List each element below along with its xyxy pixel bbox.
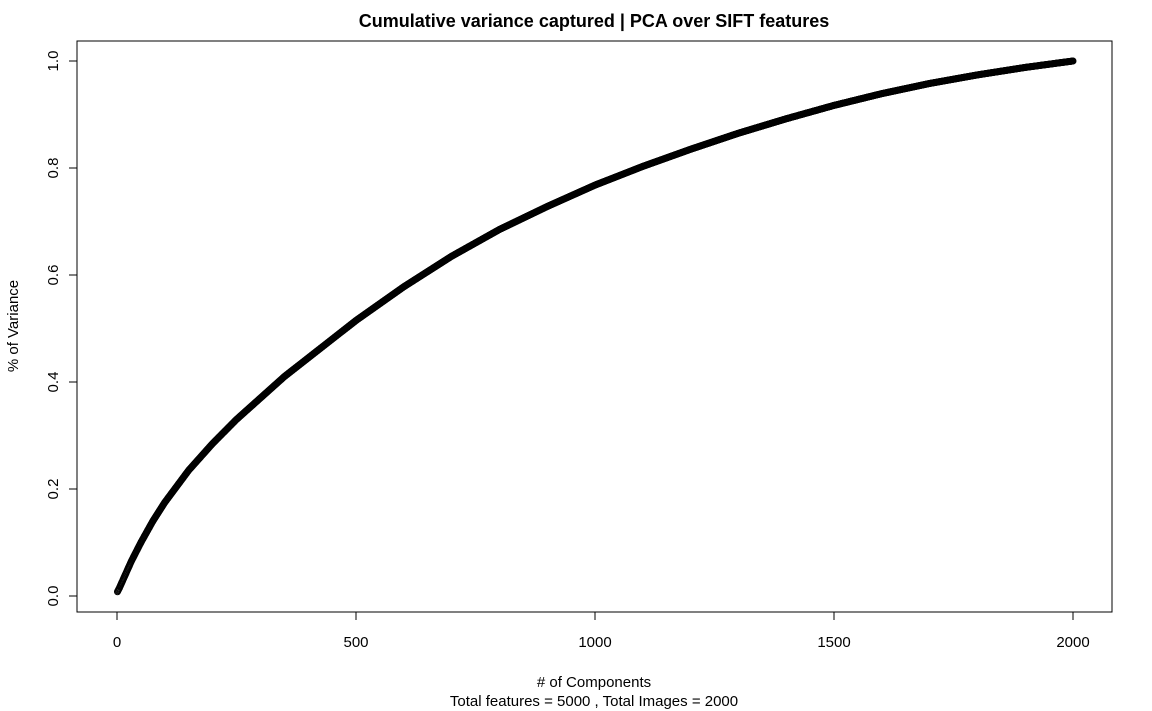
y-tick-label: 1.0 xyxy=(45,51,62,72)
data-point xyxy=(1069,57,1077,65)
x-axis-label: # of Components xyxy=(537,674,651,691)
y-tick-label: 0.0 xyxy=(45,586,62,607)
y-tick-label: 0.8 xyxy=(45,158,62,179)
chart-title: Cumulative variance captured | PCA over … xyxy=(359,11,830,31)
x-axis-sublabel: Total features = 5000 , Total Images = 2… xyxy=(450,693,738,710)
x-tick-label: 1000 xyxy=(578,634,611,651)
plot-frame xyxy=(76,40,1113,613)
y-tick-label: 0.2 xyxy=(45,479,62,500)
x-tick-label: 0 xyxy=(113,634,121,651)
x-tick-label: 500 xyxy=(343,634,368,651)
y-axis: 0.0 0.2 0.4 0.6 0.8 1.0 xyxy=(45,51,77,607)
data-points xyxy=(113,57,1077,596)
y-tick-label: 0.6 xyxy=(45,265,62,286)
x-tick-label: 2000 xyxy=(1056,634,1089,651)
x-axis: 0 500 1000 1500 2000 xyxy=(113,612,1090,651)
x-tick-label: 1500 xyxy=(817,634,850,651)
y-axis-label: % of Variance xyxy=(5,280,22,372)
y-tick-label: 0.4 xyxy=(45,372,62,393)
